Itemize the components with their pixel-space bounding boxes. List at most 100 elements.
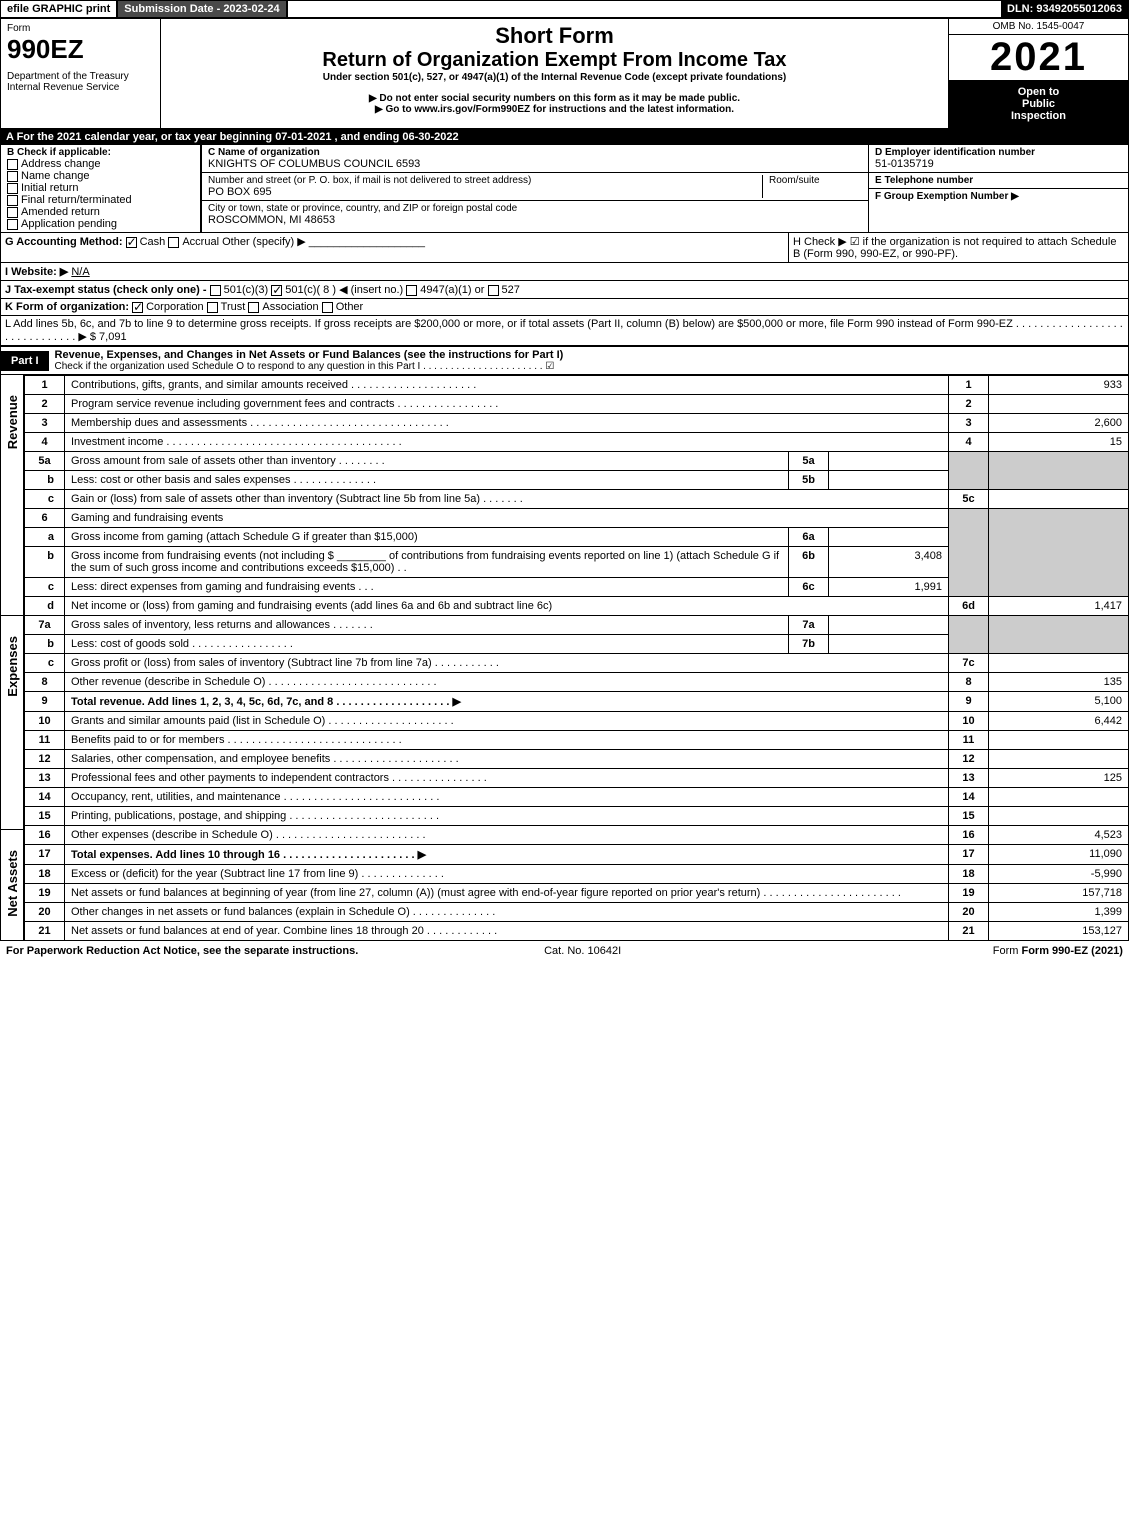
part1-check: Check if the organization used Schedule …: [55, 361, 1122, 372]
g-label: G Accounting Method:: [5, 236, 123, 248]
c-street-label: Number and street (or P. O. box, if mail…: [208, 175, 762, 186]
j-501c3-check[interactable]: [210, 285, 221, 296]
b-opt-label: Initial return: [21, 182, 78, 194]
b-opt-label: Address change: [21, 158, 101, 170]
ein: 51-0135719: [875, 158, 1122, 170]
g-accrual: Accrual: [182, 236, 219, 248]
dept-label: Department of the Treasury Internal Reve…: [7, 71, 154, 93]
b-label: B Check if applicable:: [7, 147, 194, 158]
expenses-label: Expenses: [5, 616, 20, 717]
b-opt-label: Name change: [21, 170, 90, 182]
line-20: 20Other changes in net assets or fund ba…: [25, 903, 1129, 922]
line-12: 12Salaries, other compensation, and empl…: [25, 750, 1129, 769]
k-assoc-check[interactable]: [248, 302, 259, 313]
e-label: E Telephone number: [875, 175, 1122, 186]
line-6: 6Gaming and fundraising events: [25, 509, 1129, 528]
room-label: Room/suite: [769, 175, 862, 186]
b-opt-address[interactable]: Address change: [7, 158, 194, 170]
j-4947: 4947(a)(1) or: [420, 284, 484, 296]
line-9: 9Total revenue. Add lines 1, 2, 3, 4, 5c…: [25, 692, 1129, 712]
form-number: 990EZ: [7, 34, 154, 65]
submission-date: Submission Date - 2023-02-24: [116, 1, 287, 17]
goto-link[interactable]: ▶ Go to www.irs.gov/Form990EZ for instru…: [169, 104, 940, 115]
k-other-check[interactable]: [322, 302, 333, 313]
b-opt-label: Application pending: [21, 218, 117, 230]
b-opt-initial[interactable]: Initial return: [7, 182, 194, 194]
line-17: 17Total expenses. Add lines 10 through 1…: [25, 845, 1129, 865]
footer-form: Form 990-EZ (2021): [1021, 945, 1122, 957]
short-form-title: Short Form: [169, 23, 940, 49]
part1-label: Part I: [1, 351, 49, 371]
i-label: I Website: ▶: [5, 266, 68, 278]
d-label: D Employer identification number: [875, 147, 1122, 158]
g-cash: Cash: [140, 236, 166, 248]
line-14: 14Occupancy, rent, utilities, and mainte…: [25, 788, 1129, 807]
org-street: PO BOX 695: [208, 186, 762, 198]
g-cash-check[interactable]: [126, 237, 137, 248]
lines-table: 1Contributions, gifts, grants, and simil…: [24, 375, 1129, 941]
revenue-label: Revenue: [5, 375, 20, 469]
j-527-check[interactable]: [488, 285, 499, 296]
b-opt-label: Amended return: [21, 206, 100, 218]
j-501c-check[interactable]: [271, 285, 282, 296]
tax-year: 2021: [949, 35, 1128, 80]
footer-mid: Cat. No. 10642I: [544, 945, 621, 957]
k-corp: Corporation: [146, 301, 203, 313]
k-trust-check[interactable]: [207, 302, 218, 313]
b-opt-amended[interactable]: Amended return: [7, 206, 194, 218]
line-19: 19Net assets or fund balances at beginni…: [25, 884, 1129, 903]
rows-b-through-h: B Check if applicable: Address change Na…: [0, 145, 1129, 233]
k-other: Other: [336, 301, 364, 313]
k-corp-check[interactable]: [132, 302, 143, 313]
b-opt-pending[interactable]: Application pending: [7, 218, 194, 230]
netassets-label: Net Assets: [5, 830, 20, 937]
j-4947-check[interactable]: [406, 285, 417, 296]
line-13: 13Professional fees and other payments t…: [25, 769, 1129, 788]
line-3: 3Membership dues and assessments . . . .…: [25, 414, 1129, 433]
section-b: B Check if applicable: Address change Na…: [1, 145, 201, 232]
line-8: 8Other revenue (describe in Schedule O) …: [25, 673, 1129, 692]
section-c: C Name of organization KNIGHTS OF COLUMB…: [201, 145, 868, 232]
dln: DLN: 93492055012063: [1001, 1, 1128, 17]
efile-label: efile GRAPHIC print: [1, 1, 116, 17]
row-g-h: G Accounting Method: Cash Accrual Other …: [0, 233, 1129, 263]
form-header: Form 990EZ Department of the Treasury In…: [0, 18, 1129, 129]
j-501c3: 501(c)(3): [224, 284, 269, 296]
part1-title: Revenue, Expenses, and Changes in Net As…: [55, 349, 1122, 361]
section-h: H Check ▶ ☑ if the organization is not r…: [788, 233, 1128, 262]
inspect-line1: Open to: [953, 86, 1124, 98]
c-city-label: City or town, state or province, country…: [208, 203, 862, 214]
line-5c: cGain or (loss) from sale of assets othe…: [25, 490, 1129, 509]
line-2: 2Program service revenue including gover…: [25, 395, 1129, 414]
row-k: K Form of organization: Corporation Trus…: [0, 299, 1129, 316]
website: N/A: [71, 266, 89, 278]
ssn-warning: ▶ Do not enter social security numbers o…: [169, 93, 940, 104]
j-501c: 501(c)( 8 ) ◀ (insert no.): [285, 284, 403, 296]
j-527: 527: [502, 284, 520, 296]
line-7a: 7aGross sales of inventory, less returns…: [25, 616, 1129, 635]
g-accrual-check[interactable]: [168, 237, 179, 248]
b-opt-name[interactable]: Name change: [7, 170, 194, 182]
omb-number: OMB No. 1545-0047: [949, 19, 1128, 35]
inspect-line3: Inspection: [953, 110, 1124, 122]
line-21: 21Net assets or fund balances at end of …: [25, 922, 1129, 941]
footer-right: Form Form 990-EZ (2021): [993, 945, 1123, 957]
k-assoc: Association: [262, 301, 318, 313]
k-trust: Trust: [221, 301, 246, 313]
b-opt-final[interactable]: Final return/terminated: [7, 194, 194, 206]
page-footer: For Paperwork Reduction Act Notice, see …: [0, 941, 1129, 961]
line-5a: 5aGross amount from sale of assets other…: [25, 452, 1129, 471]
sections-d-e-f: D Employer identification number 51-0135…: [868, 145, 1128, 232]
form-word: Form: [7, 23, 154, 34]
org-name: KNIGHTS OF COLUMBUS COUNCIL 6593: [208, 158, 862, 170]
row-i: I Website: ▶ N/A: [0, 263, 1129, 281]
subtitle: Under section 501(c), 527, or 4947(a)(1)…: [169, 72, 940, 83]
k-label: K Form of organization:: [5, 301, 129, 313]
row-j: J Tax-exempt status (check only one) - 5…: [0, 281, 1129, 299]
line-4: 4Investment income . . . . . . . . . . .…: [25, 433, 1129, 452]
g-other: Other (specify) ▶: [222, 236, 306, 248]
top-bar: efile GRAPHIC print Submission Date - 20…: [0, 0, 1129, 18]
line-18: 18Excess or (deficit) for the year (Subt…: [25, 865, 1129, 884]
c-name-label: C Name of organization: [208, 147, 862, 158]
b-opt-label: Final return/terminated: [21, 194, 132, 206]
